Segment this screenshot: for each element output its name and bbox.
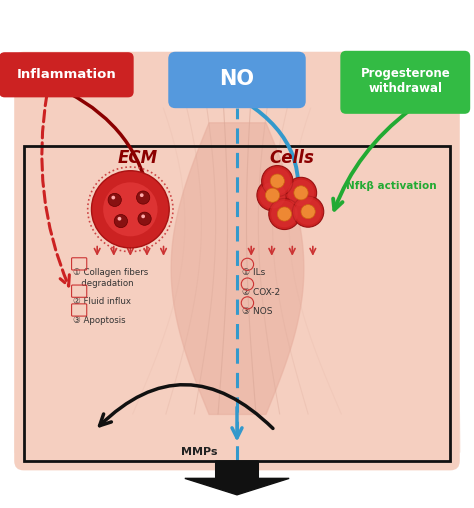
Circle shape xyxy=(277,207,292,221)
Circle shape xyxy=(292,196,324,227)
Circle shape xyxy=(259,182,286,208)
Text: ① ILs: ① ILs xyxy=(242,268,265,277)
FancyBboxPatch shape xyxy=(0,52,134,98)
Text: ② Fluid influx: ② Fluid influx xyxy=(73,297,131,306)
Circle shape xyxy=(271,201,298,227)
Text: Inflammation: Inflammation xyxy=(17,68,116,81)
Bar xyxy=(24,146,450,461)
Circle shape xyxy=(118,217,121,220)
Text: ② COX-2: ② COX-2 xyxy=(242,288,280,297)
Text: ③ NOS: ③ NOS xyxy=(242,307,272,315)
Circle shape xyxy=(140,194,144,197)
Circle shape xyxy=(91,171,169,248)
Text: Progesterone
withdrawal: Progesterone withdrawal xyxy=(360,68,450,96)
Circle shape xyxy=(137,191,150,204)
FancyBboxPatch shape xyxy=(14,52,460,470)
Circle shape xyxy=(294,186,308,200)
FancyArrow shape xyxy=(185,461,289,495)
Circle shape xyxy=(288,180,314,206)
Circle shape xyxy=(264,168,291,194)
Circle shape xyxy=(265,188,280,202)
Circle shape xyxy=(108,194,121,206)
FancyBboxPatch shape xyxy=(168,52,306,108)
Circle shape xyxy=(301,205,315,219)
Circle shape xyxy=(285,177,317,208)
Circle shape xyxy=(270,174,284,188)
Text: ① Collagen fibers
   degradation: ① Collagen fibers degradation xyxy=(73,268,149,288)
Circle shape xyxy=(295,199,321,225)
Text: NO: NO xyxy=(219,69,255,89)
Circle shape xyxy=(262,166,293,197)
Circle shape xyxy=(141,214,145,218)
Circle shape xyxy=(257,180,288,211)
Text: MMPs: MMPs xyxy=(181,447,218,457)
Circle shape xyxy=(269,199,300,230)
Text: Nfkβ activation: Nfkβ activation xyxy=(346,181,437,191)
Circle shape xyxy=(138,212,151,226)
Circle shape xyxy=(111,196,115,200)
Circle shape xyxy=(114,214,128,228)
Text: ③ Apoptosis: ③ Apoptosis xyxy=(73,316,126,325)
Circle shape xyxy=(103,182,157,236)
Text: ECM: ECM xyxy=(118,148,157,167)
Text: Cells: Cells xyxy=(269,148,314,167)
FancyBboxPatch shape xyxy=(340,51,470,114)
